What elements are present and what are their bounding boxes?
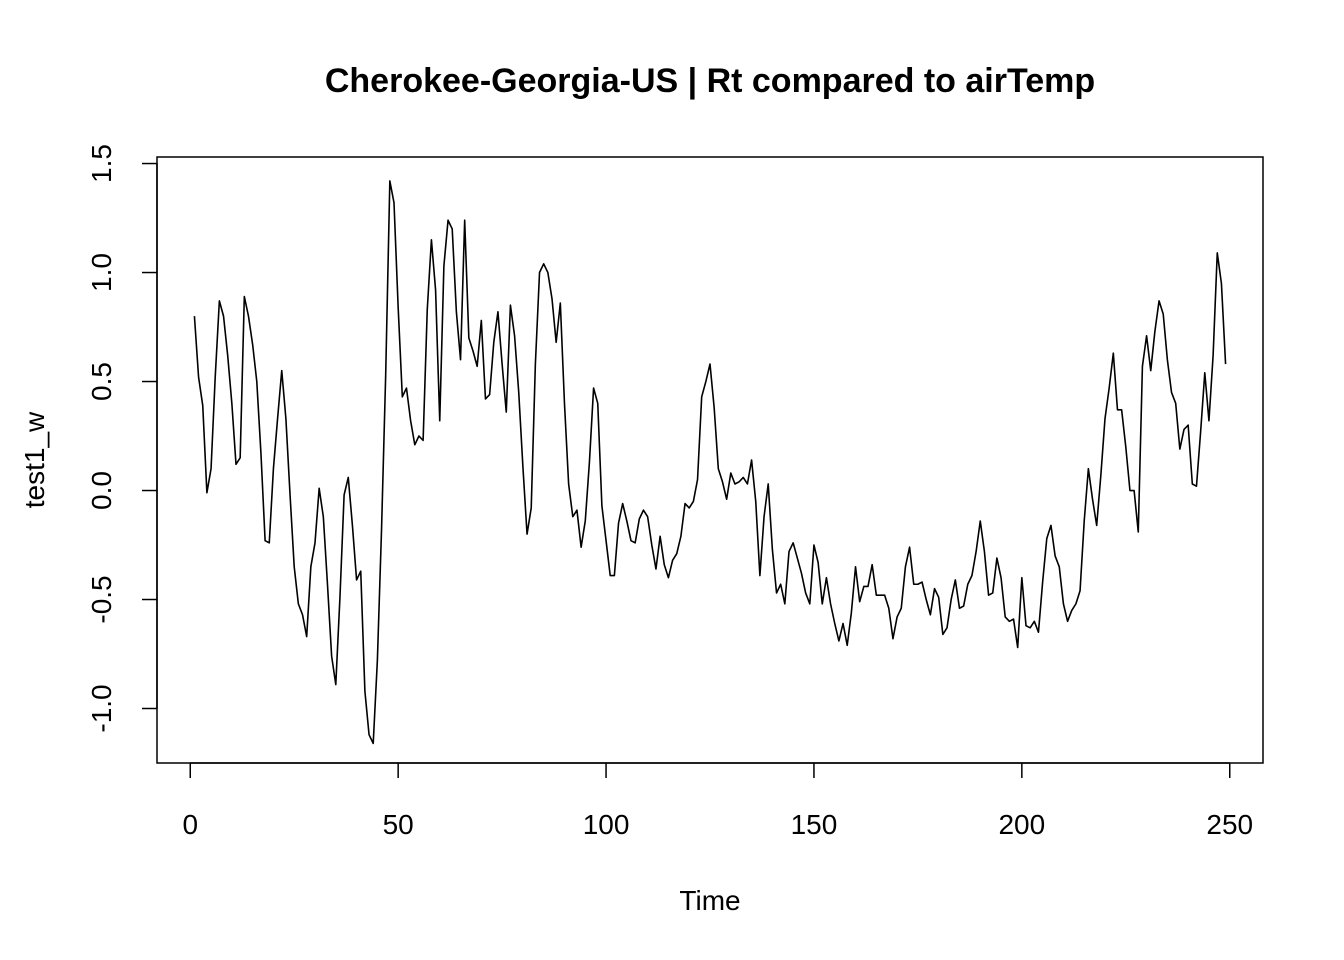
x-tick-label: 50 [383,809,414,840]
y-tick-label: 1.0 [86,253,117,292]
y-axis-label: test1_w [19,411,50,508]
x-tick-label: 150 [791,809,838,840]
x-tick-label: 100 [583,809,630,840]
y-tick-label: 1.5 [86,144,117,183]
x-tick-label: 250 [1206,809,1253,840]
x-tick-label: 0 [182,809,198,840]
plot-frame [156,156,1264,764]
y-tick-label: -0.5 [86,575,117,623]
y-axis: -1.0 -0.5 0.0 0.5 1.0 1.5 [86,144,158,733]
x-axis: 0 50 100 150 200 250 [182,762,1253,840]
y-tick-label: 0.5 [86,362,117,401]
y-tick-label: -1.0 [86,684,117,732]
y-tick-label: 0.0 [86,471,117,510]
x-axis-label: Time [679,885,740,916]
x-tick-label: 200 [998,809,1045,840]
series-line [193,180,1227,745]
chart-title: Cherokee-Georgia-US | Rt compared to air… [325,62,1095,100]
